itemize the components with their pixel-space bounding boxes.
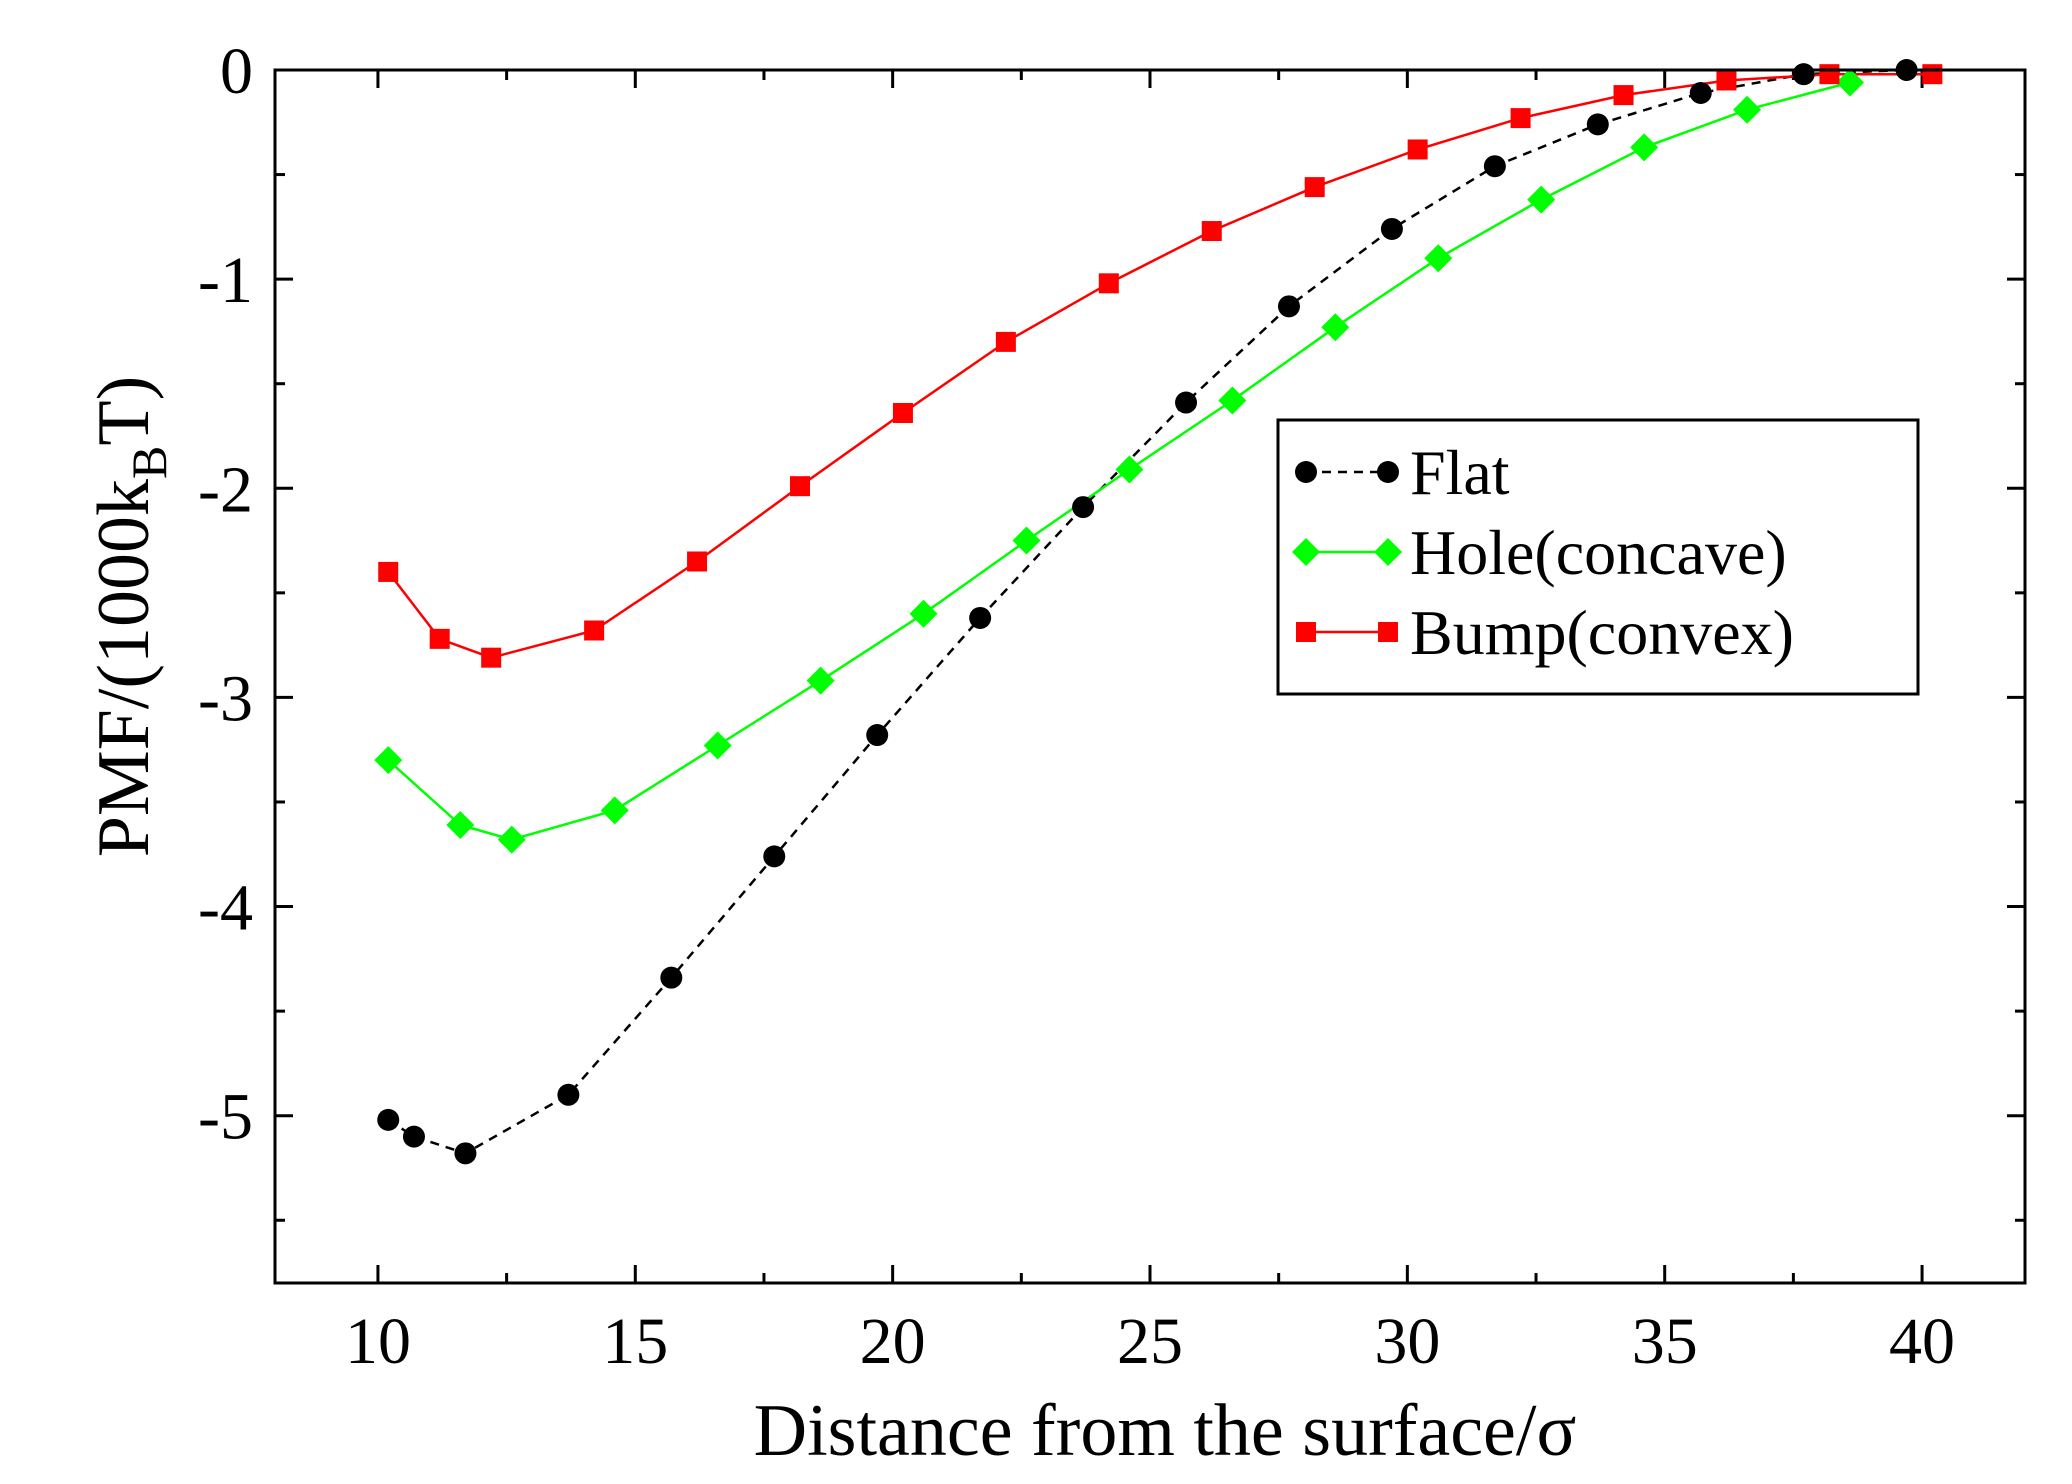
data-point [497,825,526,854]
data-point [660,966,683,989]
data-point [402,1125,425,1148]
data-point [1321,313,1350,342]
data-point [1377,461,1399,483]
y-axis-title-end: T) [83,376,165,446]
data-point [584,620,605,641]
data-point [866,724,889,747]
y-axis-title: PMF/(1000kBT) [83,376,177,858]
data-point [1295,461,1317,483]
data-point [1630,133,1659,162]
data-point [1689,82,1712,105]
data-point [1613,85,1634,106]
y-tick-label: -2 [198,453,253,526]
tick-labels: 10 15 20 25 30 35 40 0 -1 -2 -3 -4 -5 [198,35,1955,1378]
y-tick-label: -1 [198,244,253,317]
data-point [1836,68,1864,97]
legend-label: Bump(convex) [1410,597,1794,668]
x-tick-label: 25 [1117,1305,1183,1378]
y-tick-label: -5 [198,1081,253,1154]
x-tick-label: 40 [1889,1305,1955,1378]
data-point [1115,455,1144,484]
y-tick-label: -3 [198,662,253,735]
data-point [1586,113,1609,136]
data-point [374,746,403,775]
data-point [995,331,1016,352]
data-point [429,628,450,649]
x-axis-title: Distance from the surface/σ [754,1390,1577,1472]
data-point [1296,622,1316,642]
y-tick-label: -4 [198,872,253,945]
data-point [763,845,786,868]
data-point [1527,185,1556,214]
data-point [481,647,502,668]
data-point [1792,63,1815,86]
legend-label: Hole(concave) [1410,517,1787,588]
data-point [790,476,810,497]
data-point [1218,386,1247,415]
data-point [454,1142,477,1165]
data-point [557,1083,580,1106]
data-point [1716,70,1737,91]
data-point [1733,95,1762,124]
data-point [446,810,475,839]
data-point [806,666,835,695]
legend-label: Flat [1410,437,1510,508]
data-point [1483,155,1506,178]
data-point [1407,139,1428,160]
x-tick-label: 15 [602,1305,668,1378]
legend: Flat Hole(concave) Bump(convex) [1276,418,1920,696]
data-point [1380,217,1403,240]
data-point [1201,221,1222,242]
data-point [1510,108,1531,129]
data-point [687,551,708,572]
data-point [377,1108,400,1131]
x-tick-label: 30 [1374,1305,1440,1378]
x-tick-label: 35 [1632,1305,1698,1378]
data-point [1378,622,1398,642]
data-point [1175,391,1198,414]
x-tick-label: 20 [860,1305,926,1378]
x-tick-label: 10 [345,1305,411,1378]
y-axis-title-main: PMF/(1000k [83,479,165,857]
y-tick-label: 0 [220,35,253,108]
data-point [1292,538,1320,566]
data-point [1072,496,1095,519]
data-point [969,606,992,629]
data-point [909,599,938,628]
series-markers [374,59,1943,1165]
plot-frame [273,68,2027,1285]
axis-ticks [275,68,2025,1283]
y-axis-title-subscript: B [121,446,177,479]
data-point [1424,244,1453,273]
data-point [1277,295,1300,318]
data-point [1922,64,1943,85]
data-point [703,731,732,760]
data-point [1374,538,1402,566]
data-point [1819,64,1840,85]
data-point [1304,177,1325,198]
data-point [378,561,399,582]
data-point [892,402,913,423]
data-point [600,796,629,825]
data-point [1098,273,1119,294]
data-point [1012,526,1041,555]
